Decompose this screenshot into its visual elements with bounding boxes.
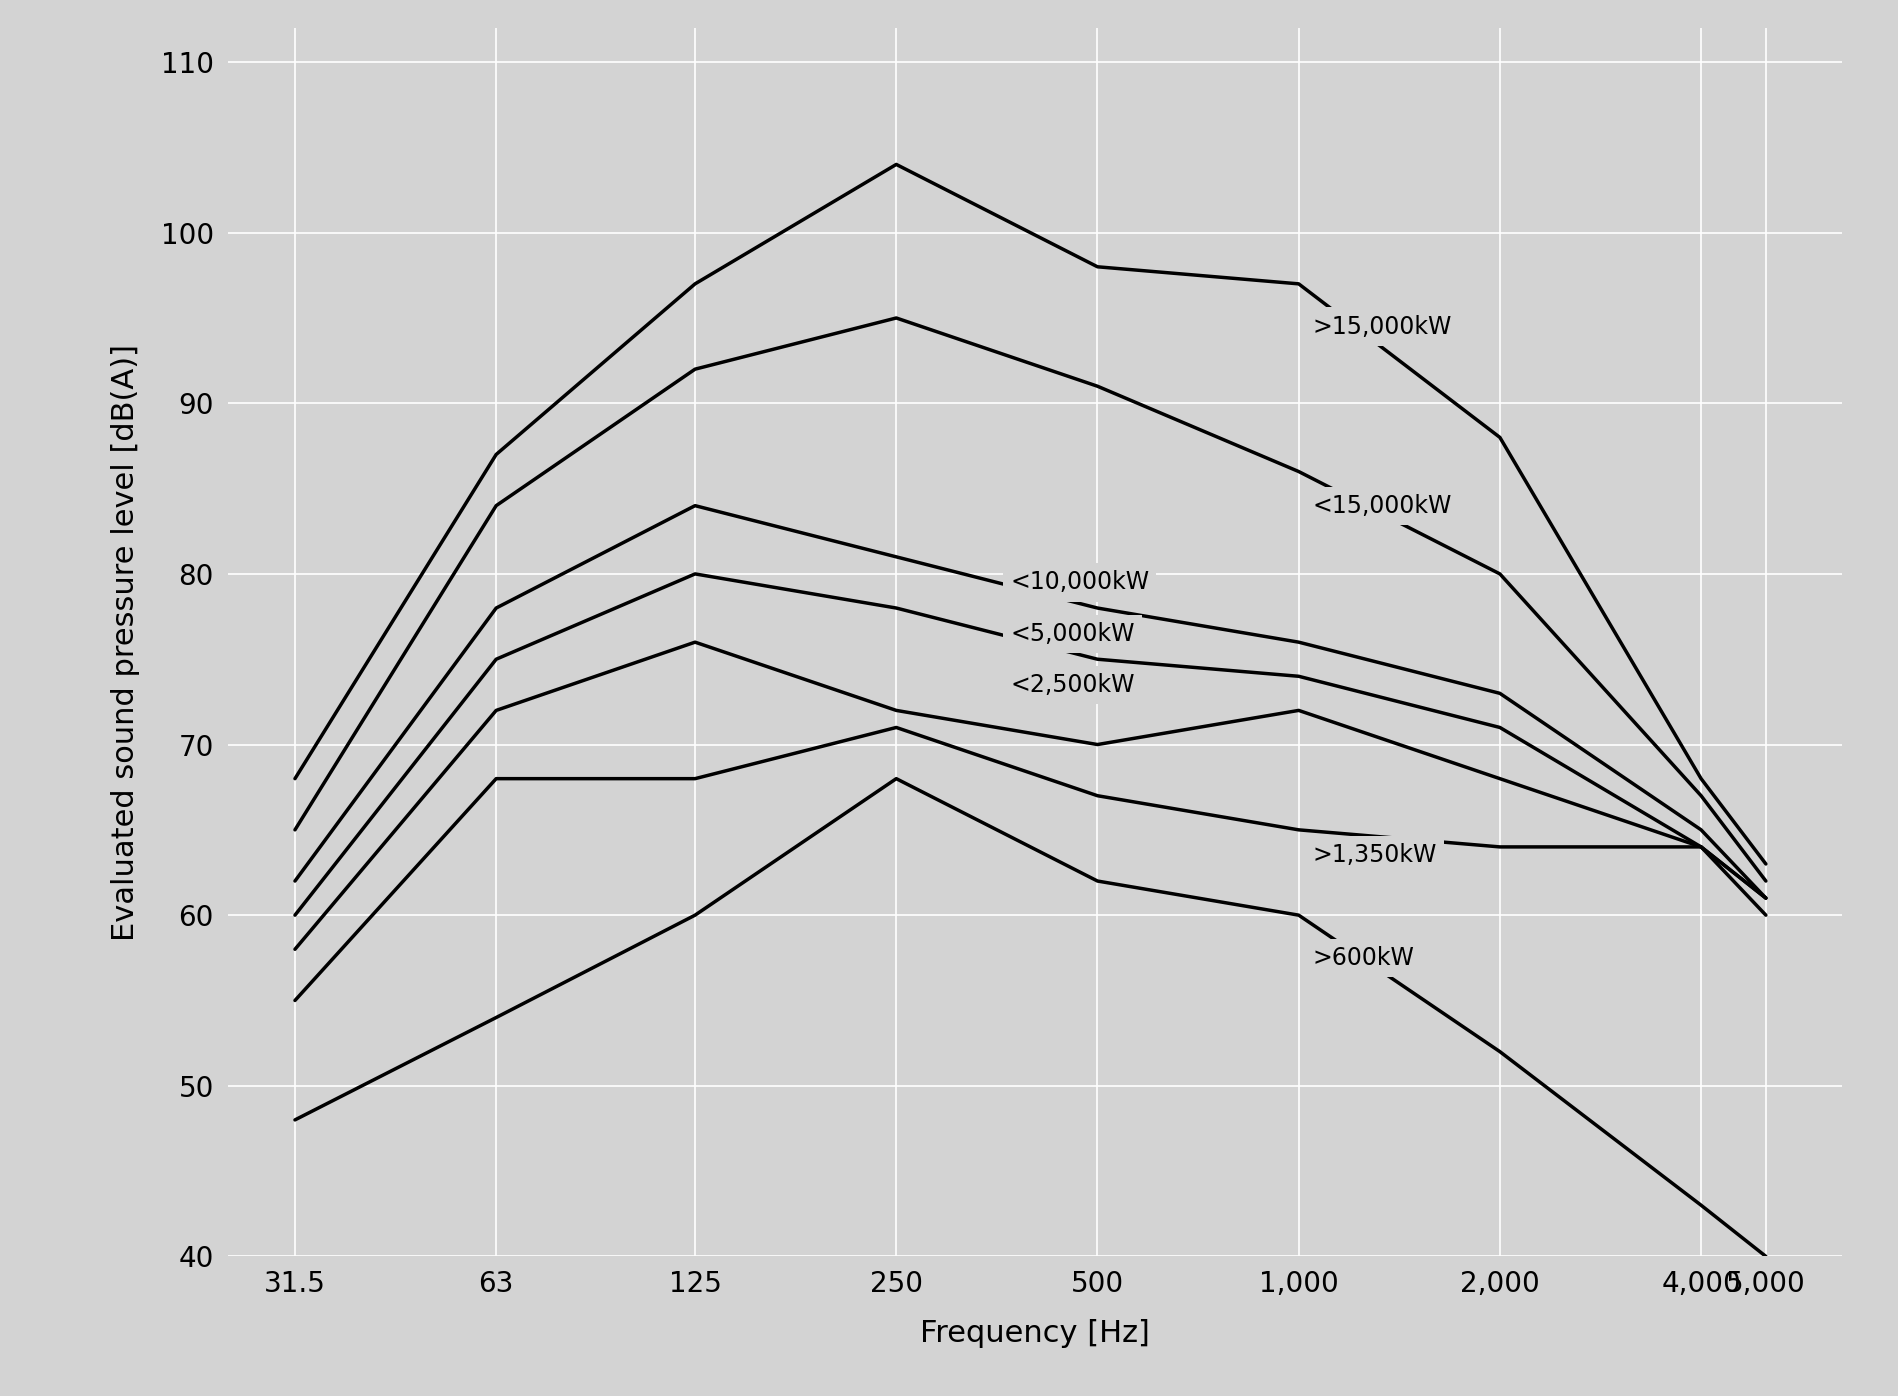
Text: <5,000kW: <5,000kW	[1010, 621, 1133, 645]
Text: >15,000kW: >15,000kW	[1312, 314, 1452, 338]
Text: >1,350kW: >1,350kW	[1312, 843, 1437, 867]
Text: <15,000kW: <15,000kW	[1312, 494, 1452, 518]
Text: <2,500kW: <2,500kW	[1010, 673, 1133, 697]
X-axis label: Frequency [Hz]: Frequency [Hz]	[919, 1319, 1150, 1349]
Text: >600kW: >600kW	[1312, 946, 1414, 970]
Text: <10,000kW: <10,000kW	[1010, 571, 1148, 595]
Y-axis label: Evaluated sound pressure level [dB(A)]: Evaluated sound pressure level [dB(A)]	[110, 343, 140, 941]
